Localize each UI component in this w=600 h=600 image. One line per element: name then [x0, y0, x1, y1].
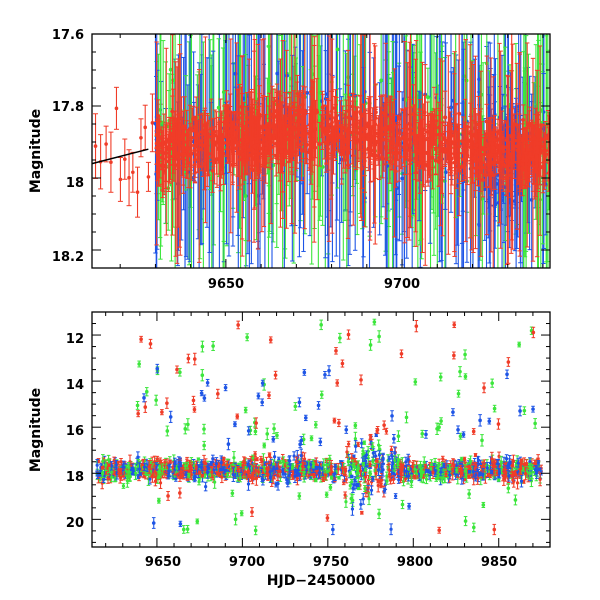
data-point [305, 90, 310, 95]
data-point [390, 141, 395, 146]
top-early-point-red [113, 86, 119, 130]
data-point [168, 67, 173, 72]
top-early-point-red [135, 166, 141, 218]
data-point [143, 125, 148, 130]
data-point [114, 106, 119, 111]
top-early-point-red [103, 125, 109, 163]
data-point [422, 110, 427, 115]
top-point-green [378, 34, 384, 225]
data-point [335, 47, 340, 52]
top-early-point-red [149, 93, 155, 153]
data-point [131, 170, 135, 175]
data-point [275, 71, 280, 76]
data-point [243, 194, 248, 198]
data-point [109, 160, 113, 164]
data-point [146, 175, 151, 179]
data-point [216, 105, 221, 110]
data-point [477, 223, 482, 228]
data-point [504, 138, 509, 143]
data-point [443, 115, 447, 120]
top-early-point-red [122, 138, 128, 180]
top-early-point-red [142, 104, 148, 151]
data-point [319, 124, 324, 129]
top-panel: 17.6 17.8 18 18.2 9650 9700 Magnitude [28, 28, 551, 292]
top-early-point-red [108, 131, 114, 193]
data-point [379, 78, 384, 83]
data-point [400, 176, 405, 181]
data-point [525, 143, 530, 147]
top-early-point-red [93, 113, 99, 179]
data-point [482, 187, 487, 192]
data-point [135, 190, 140, 194]
top-early-point-red [130, 151, 136, 193]
data-point [139, 136, 143, 140]
data-point [360, 133, 364, 138]
data-point [104, 142, 108, 146]
top-early-point-red [126, 149, 132, 207]
top-point-red [318, 114, 324, 139]
data-point [350, 104, 355, 109]
top-early-point-red [117, 156, 123, 202]
data-point [93, 144, 98, 148]
top-data-points [93, 34, 550, 268]
data-point [150, 121, 155, 125]
data-point [426, 95, 430, 100]
data-point [123, 157, 127, 161]
data-point [317, 142, 322, 147]
data-point [325, 92, 330, 97]
data-point [527, 123, 531, 128]
data-point [118, 177, 123, 182]
data-point [171, 78, 176, 83]
data-point [127, 175, 131, 180]
top-early-point-red [145, 161, 151, 192]
